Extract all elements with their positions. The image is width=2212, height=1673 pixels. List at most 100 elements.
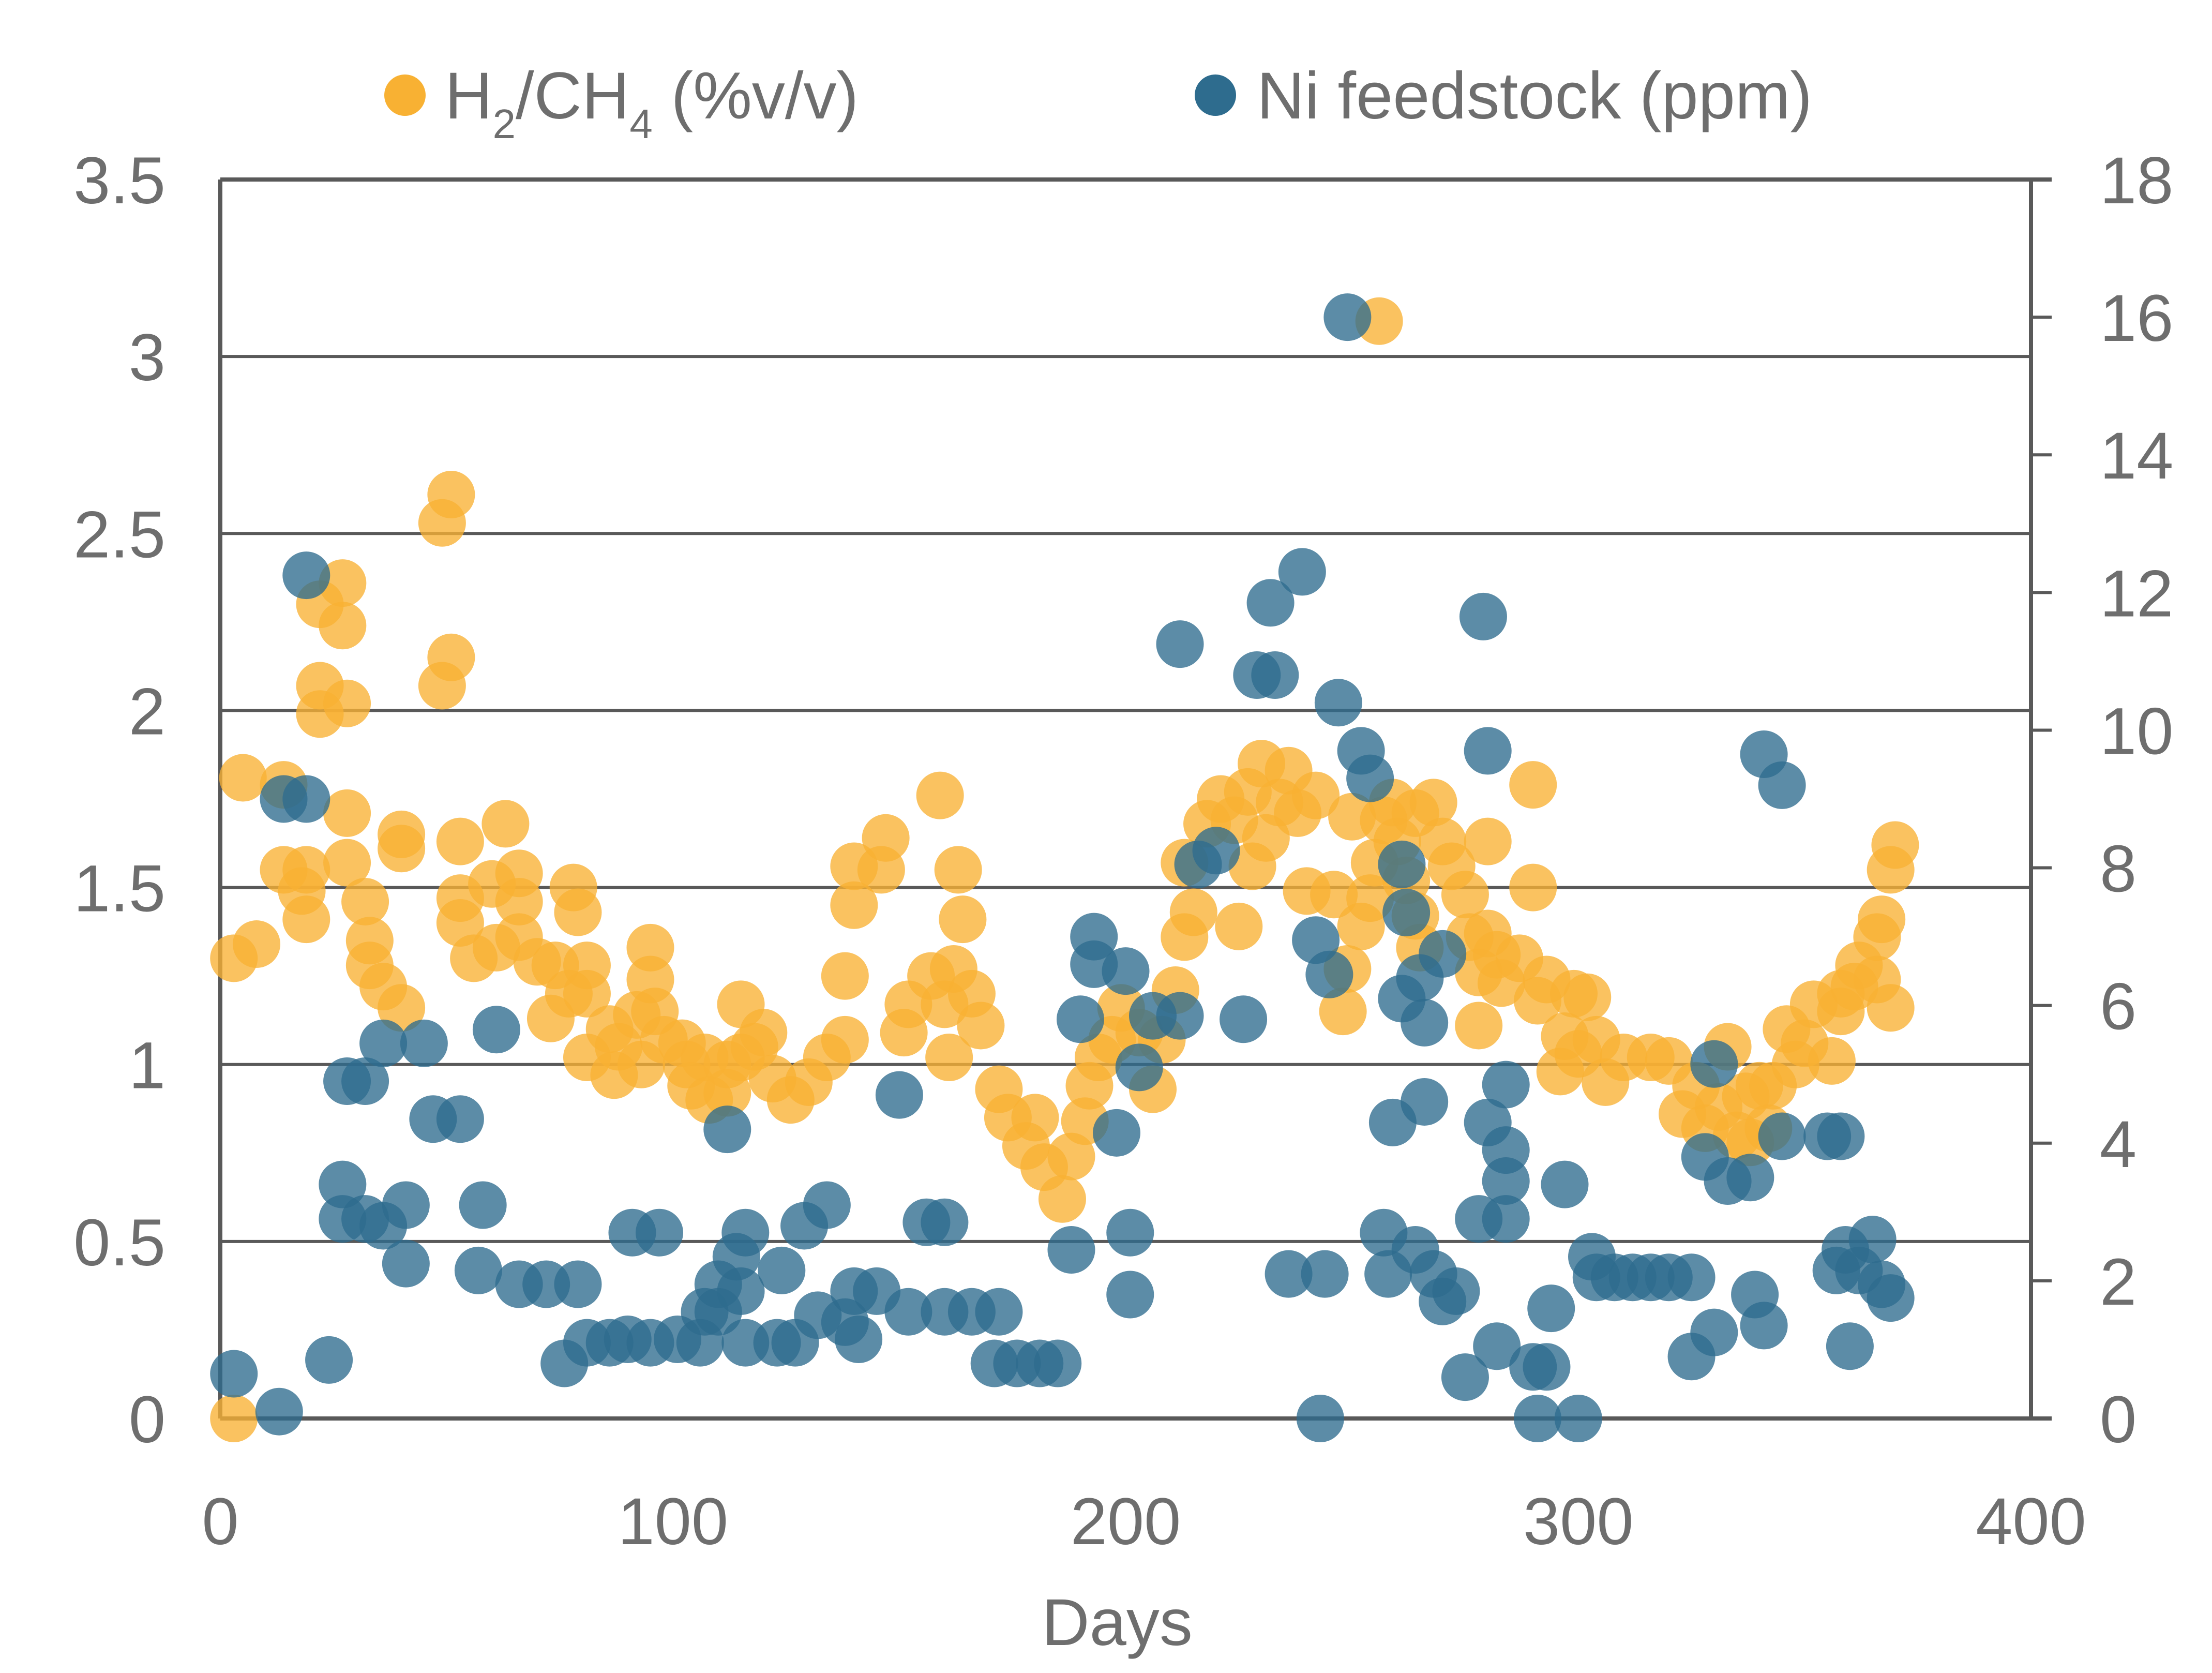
data-point [427, 471, 475, 519]
data-point [1740, 1302, 1788, 1350]
data-point [554, 888, 602, 936]
right-axis-tick-marks [2031, 178, 2052, 1420]
data-point [1169, 888, 1217, 936]
data-point [1106, 1271, 1154, 1319]
axes [218, 177, 2052, 1421]
left-y-tick-label: 3 [129, 321, 165, 395]
data-point [1156, 620, 1204, 668]
data-point [319, 602, 367, 650]
data-point [378, 984, 426, 1032]
data-point [934, 846, 982, 894]
data-point [1690, 1040, 1738, 1088]
data-point [1464, 817, 1512, 865]
right-y-tick-label: 16 [2100, 281, 2173, 355]
right-y-tick-label: 12 [2100, 557, 2173, 631]
x-axis-title: Days [1042, 1586, 1193, 1660]
left-y-tick-label: 0.5 [73, 1206, 165, 1280]
data-point [1513, 1395, 1561, 1442]
data-point [323, 679, 371, 727]
data-point [1758, 761, 1806, 809]
legend-marker-h2-ch4 [384, 74, 426, 116]
data-point [916, 771, 964, 819]
right-y-tick-label: 4 [2100, 1108, 2136, 1182]
data-point [1070, 913, 1118, 961]
data-point [1319, 988, 1367, 1036]
legend-label-h: H [445, 59, 492, 133]
data-point [1563, 973, 1612, 1021]
data-point [459, 1181, 507, 1229]
data-point [1858, 895, 1906, 944]
data-point [1038, 1175, 1086, 1223]
data-point [1455, 1002, 1503, 1050]
legend-item-ni-feedstock: Ni feedstock (ppm) [1195, 59, 1812, 133]
data-point [400, 1019, 448, 1067]
data-point [1690, 1308, 1738, 1356]
data-point [1509, 863, 1557, 912]
data-point [1419, 930, 1467, 978]
left-y-tick-label: 3.5 [73, 144, 165, 218]
data-point [862, 814, 910, 862]
data-point [1541, 1160, 1589, 1208]
data-point [884, 1288, 932, 1336]
legend-label-ni-feedstock: Ni feedstock (ppm) [1257, 59, 1812, 133]
data-point [1871, 821, 1919, 869]
data-point [1527, 1284, 1575, 1333]
x-tick-label: 300 [1523, 1485, 1634, 1559]
data-point [1292, 771, 1340, 819]
data-point [1310, 871, 1358, 919]
legend-label-unit: (%v/v) [653, 59, 859, 133]
data-point [341, 1057, 389, 1106]
left-y-tick-label: 1.5 [73, 852, 165, 926]
left-y-tick-label: 1 [129, 1029, 165, 1103]
data-point [830, 881, 878, 929]
data-point [957, 1002, 1005, 1050]
data-point [382, 1239, 430, 1288]
data-point [1314, 679, 1362, 727]
data-point [282, 551, 330, 600]
data-point [1826, 1322, 1874, 1370]
data-point [835, 1315, 883, 1363]
data-point [925, 1034, 973, 1082]
data-point [1482, 1060, 1530, 1109]
data-point [323, 839, 371, 887]
data-point [219, 754, 267, 802]
data-point [758, 1246, 806, 1294]
data-point [1401, 1078, 1449, 1126]
legend-label-h2-ch4: H2/CH4 (%v/v) [445, 59, 859, 147]
x-tick-label: 200 [1071, 1485, 1181, 1559]
data-point [436, 817, 484, 865]
legend-item-h2-ch4: H2/CH4 (%v/v) [384, 59, 859, 147]
data-point [495, 849, 543, 898]
right-y-tick-label: 0 [2100, 1383, 2136, 1457]
data-point [1473, 1322, 1521, 1370]
right-y-tick-label: 2 [2100, 1245, 2136, 1319]
data-point [703, 1106, 751, 1154]
data-point [1432, 1267, 1480, 1315]
data-point [821, 1015, 869, 1064]
data-point [359, 1019, 408, 1067]
data-point [255, 1387, 303, 1436]
data-point [1305, 950, 1353, 998]
data-point [1346, 754, 1394, 802]
data-point [1808, 1037, 1856, 1085]
data-point [1482, 1195, 1530, 1243]
data-point [472, 1006, 520, 1054]
right-y-tick-label: 14 [2100, 419, 2173, 493]
data-point [975, 1288, 1023, 1336]
right-y-tick-label: 10 [2100, 694, 2173, 768]
data-point [563, 969, 611, 1018]
x-tick-label: 400 [1976, 1485, 2086, 1559]
data-point [1156, 992, 1204, 1040]
data-point [1092, 1109, 1140, 1157]
data-point [1047, 1226, 1095, 1274]
data-point [427, 633, 475, 681]
data-point [1011, 1094, 1059, 1142]
data-point [1056, 995, 1104, 1043]
left-y-tick-label: 2 [129, 675, 165, 749]
data-point [1220, 995, 1268, 1043]
data-point [1378, 840, 1426, 888]
data-point [382, 1181, 430, 1229]
data-point [1509, 761, 1557, 809]
legend-subscript-4: 4 [629, 101, 653, 147]
